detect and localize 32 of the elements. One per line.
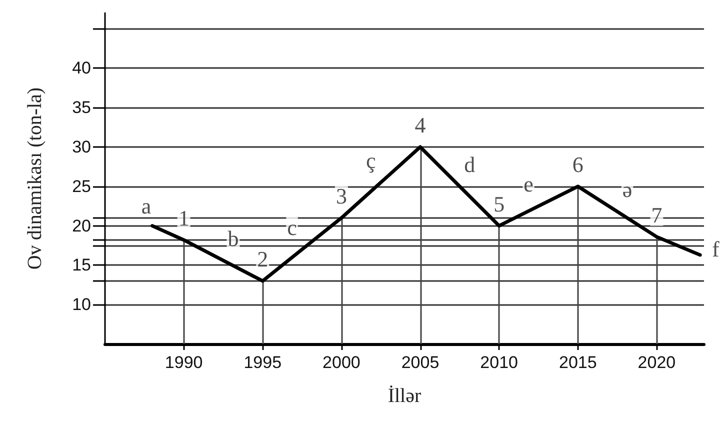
- x-tick-label: 2020: [638, 353, 676, 372]
- x-tick-label: 2000: [322, 353, 360, 372]
- annotation: f: [712, 236, 720, 262]
- annotation: c: [287, 214, 298, 240]
- annotation: e: [524, 172, 534, 197]
- annotation: d: [464, 152, 476, 177]
- y-axis-title: Ov dinamikası (ton-la): [24, 87, 46, 270]
- annotation: 4: [414, 112, 426, 138]
- y-tick-label: 10: [72, 295, 91, 314]
- y-tick-label: 25: [72, 176, 91, 196]
- annotation: a: [141, 193, 152, 218]
- x-tick-label: 2010: [480, 353, 518, 372]
- y-tick-label: 15: [72, 256, 91, 275]
- annotation: 2: [257, 246, 268, 272]
- x-tick-label: 1995: [244, 353, 282, 372]
- annotation: 5: [494, 191, 505, 216]
- x-tick-label: 1990: [164, 353, 203, 372]
- annotation: 1: [178, 205, 190, 230]
- x-axis-title: İllər: [388, 385, 422, 407]
- y-tick-label: 30: [72, 137, 91, 156]
- x-tick-label: 2005: [401, 353, 440, 372]
- annotation: b: [228, 226, 239, 251]
- annotation: ç: [366, 148, 376, 173]
- annotation: 6: [572, 152, 584, 177]
- y-tick-label: 20: [72, 216, 91, 236]
- y-tick-label: 35: [72, 98, 91, 118]
- x-tick-label: 2015: [558, 353, 597, 372]
- line-series: [150, 145, 702, 283]
- annotation: 7: [651, 202, 662, 228]
- y-tick-label: 40: [72, 58, 91, 78]
- annotation: ə: [622, 177, 632, 202]
- annotation: 3: [336, 183, 347, 208]
